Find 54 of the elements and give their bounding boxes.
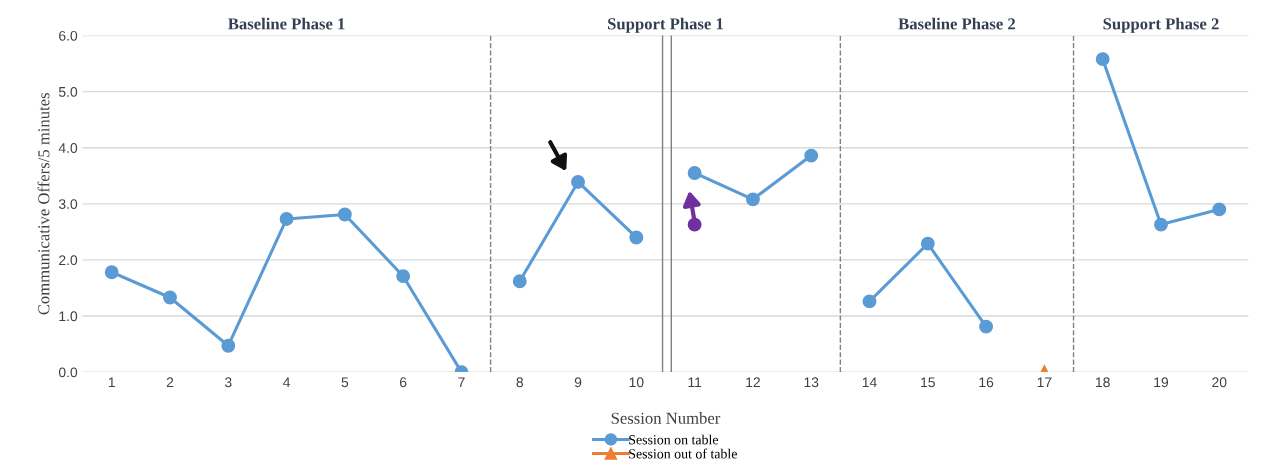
y-axis-title: Communicative Offers/5 minutes — [37, 93, 50, 315]
x-tick-label: 9 — [574, 377, 582, 388]
point — [745, 192, 760, 207]
x-tick-label: 13 — [804, 377, 819, 388]
point — [571, 174, 585, 189]
y-tick-label: 6.0 — [59, 30, 78, 41]
point — [279, 212, 294, 226]
point — [920, 236, 935, 251]
point — [512, 274, 527, 289]
point — [979, 319, 994, 334]
x-tick-label: 10 — [629, 377, 644, 388]
x-tick-label: 8 — [516, 377, 524, 388]
text: Support Phase 1 — [608, 17, 723, 33]
point — [687, 217, 702, 232]
x-tick-label: 7 — [458, 377, 465, 388]
x-tick-label: 1 — [108, 377, 115, 388]
y-tick-label: 3.0 — [58, 199, 78, 209]
legend-label: Session out of table — [629, 448, 737, 459]
y-tick-label: 0.0 — [58, 367, 78, 378]
x-tick-label: 14 — [862, 377, 877, 388]
point — [1212, 202, 1227, 217]
x-tick-label: 3 — [224, 377, 232, 388]
point — [629, 230, 644, 245]
point — [687, 166, 702, 180]
point — [1095, 52, 1110, 67]
point — [163, 290, 177, 305]
text: Baseline Phase 1 — [228, 17, 345, 30]
x-tick-label: 12 — [746, 377, 760, 388]
x-tick-label: 2 — [166, 377, 174, 388]
text: Support Phase 2 — [1103, 17, 1219, 33]
y-tick-label: 5.0 — [58, 86, 78, 97]
point — [862, 294, 877, 309]
x-tick-label: 19 — [1154, 377, 1169, 388]
y-tick-label: 4.0 — [58, 143, 78, 153]
x-tick-label: 17 — [1037, 377, 1052, 388]
x-tick-label: 6 — [400, 377, 407, 388]
x-tick-label: 5 — [341, 377, 349, 388]
point — [221, 338, 236, 353]
x-tick-label: 18 — [1096, 377, 1110, 388]
point — [1154, 217, 1168, 232]
x-tick-label: 4 — [283, 377, 291, 388]
point — [104, 265, 119, 280]
y-tick-label: 2.0 — [59, 255, 78, 266]
x-tick-label: 20 — [1212, 377, 1227, 388]
legend-label: Session on table — [629, 434, 719, 445]
y-tick-label: 1.0 — [59, 311, 78, 322]
x-tick-label: 11 — [688, 377, 702, 388]
point — [804, 148, 819, 163]
x-tick-label: 16 — [979, 377, 994, 388]
point — [396, 269, 411, 284]
x-axis-title: Session Number — [611, 412, 721, 424]
text: Baseline Phase 2 — [898, 17, 1016, 30]
point — [337, 207, 352, 222]
x-tick-label: 15 — [921, 377, 935, 388]
